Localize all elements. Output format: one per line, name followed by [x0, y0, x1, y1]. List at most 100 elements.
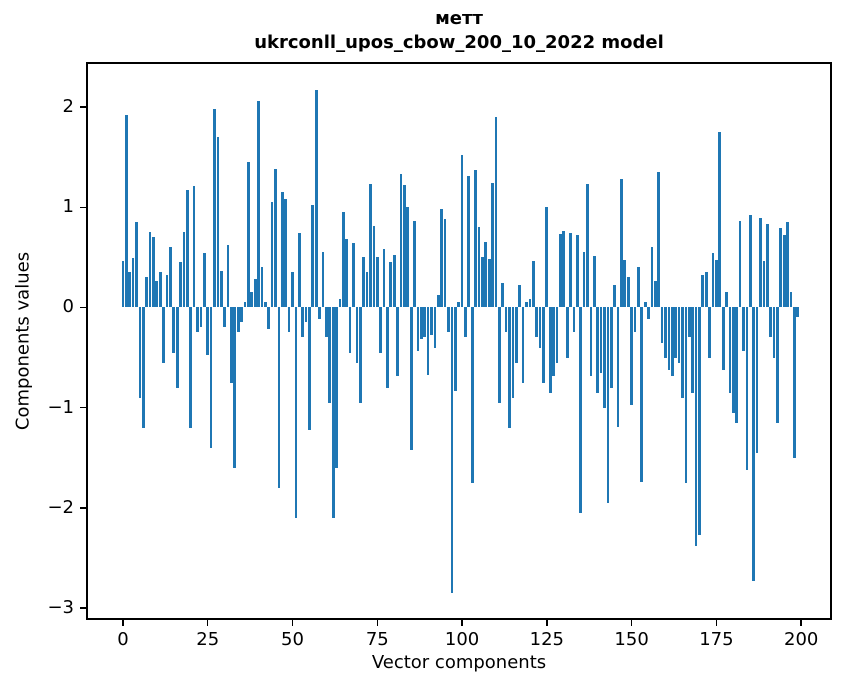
bar — [531, 261, 535, 308]
bar — [413, 221, 416, 308]
bar — [609, 307, 613, 388]
bar — [511, 307, 515, 398]
bar — [650, 247, 654, 308]
bar — [267, 307, 271, 330]
bar — [199, 307, 203, 328]
bar — [779, 228, 783, 308]
bar — [728, 307, 732, 393]
bar — [762, 261, 766, 308]
bar — [270, 202, 274, 308]
top-spine — [86, 62, 832, 64]
bar — [626, 277, 630, 308]
bar — [399, 174, 403, 308]
bar — [477, 227, 481, 308]
bar — [226, 245, 230, 308]
bar — [559, 234, 562, 308]
bar — [209, 307, 213, 448]
y-tick-label: 2 — [62, 96, 74, 118]
y-tick-mark — [80, 106, 86, 108]
y-tick-label: 1 — [62, 196, 74, 218]
bar — [213, 109, 216, 308]
bar — [423, 307, 427, 338]
bar — [291, 272, 294, 308]
bar — [674, 307, 678, 358]
bar — [297, 233, 301, 308]
bar — [345, 239, 349, 308]
bar — [186, 190, 189, 308]
bar — [274, 169, 277, 308]
y-tick-mark — [80, 406, 86, 409]
bar — [633, 307, 637, 333]
bar — [742, 307, 745, 351]
bar — [555, 307, 559, 363]
bar — [630, 307, 633, 405]
bar — [572, 307, 576, 333]
bar — [135, 222, 138, 308]
bar — [325, 307, 328, 338]
x-tick-label: 100 — [444, 629, 480, 650]
bar — [124, 115, 128, 308]
x-tick-mark — [715, 620, 718, 626]
bar — [206, 307, 210, 355]
bar — [786, 222, 789, 308]
bar — [250, 292, 254, 308]
y-tick-mark — [80, 306, 86, 309]
bar — [409, 307, 413, 450]
x-tick-label: 125 — [529, 629, 565, 650]
bar — [620, 179, 623, 308]
bar — [637, 267, 640, 308]
bar — [467, 176, 471, 308]
bar — [776, 307, 779, 423]
bar — [131, 258, 135, 308]
bar — [396, 307, 399, 376]
bar — [365, 272, 369, 308]
bar — [552, 307, 555, 376]
bar — [735, 307, 739, 423]
bar — [436, 295, 440, 308]
bar — [240, 307, 243, 323]
x-tick-mark — [122, 620, 124, 626]
x-tick-mark — [376, 620, 379, 626]
bar — [294, 307, 298, 518]
bar — [698, 307, 701, 535]
x-tick-label: 150 — [614, 629, 649, 650]
bar — [342, 212, 345, 308]
bar — [704, 272, 708, 308]
bottom-spine — [86, 618, 832, 620]
bar — [253, 279, 257, 308]
bar — [759, 218, 762, 308]
bar — [169, 247, 172, 308]
bar — [542, 307, 545, 383]
bar — [165, 275, 169, 308]
chart-title: метт ukrconll_upos_cbow_200_10_2022 mode… — [88, 7, 830, 55]
left-spine — [86, 62, 88, 620]
bar — [314, 90, 318, 308]
bar — [321, 252, 325, 308]
bar — [504, 307, 508, 333]
bar — [508, 307, 511, 428]
bar — [233, 307, 237, 468]
x-tick-label: 200 — [783, 629, 819, 650]
bar — [769, 307, 772, 338]
bar — [606, 307, 610, 503]
bar — [514, 307, 518, 363]
bar — [121, 261, 125, 308]
bar — [586, 184, 589, 308]
bar — [369, 184, 372, 308]
bar — [453, 307, 457, 391]
chart-title-line2: ukrconll_upos_cbow_200_10_2022 model — [254, 31, 664, 53]
bar — [128, 272, 132, 308]
bar — [335, 307, 338, 468]
bar — [247, 162, 250, 308]
bar — [538, 307, 542, 348]
bar — [592, 256, 596, 308]
bar — [569, 233, 572, 308]
bar — [260, 267, 264, 308]
x-tick-mark — [206, 620, 209, 626]
bar — [481, 257, 484, 308]
y-tick-label: −3 — [47, 596, 74, 618]
bar — [681, 307, 684, 398]
bar — [138, 307, 142, 398]
bar — [372, 226, 376, 308]
bar — [379, 307, 382, 353]
